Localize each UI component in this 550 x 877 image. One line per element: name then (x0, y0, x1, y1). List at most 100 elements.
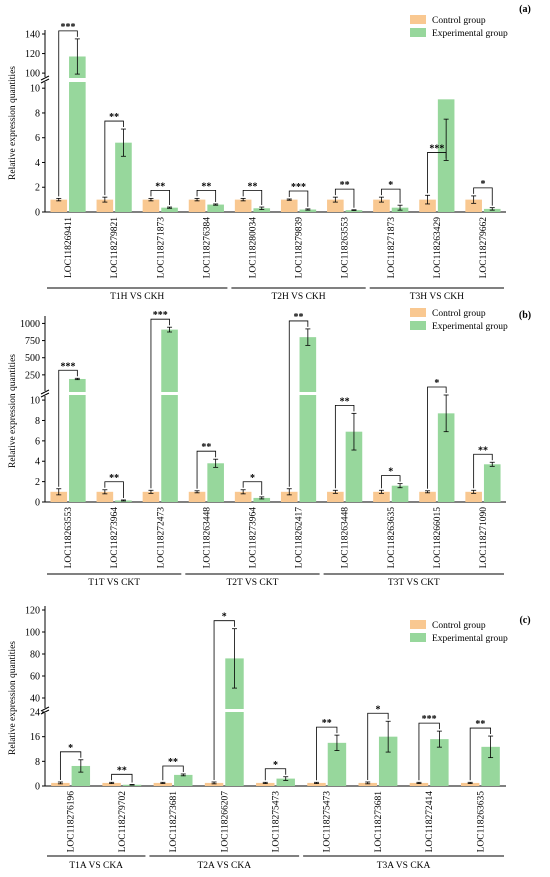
significance-bracket (58, 369, 78, 487)
significance-label: ** (294, 312, 304, 323)
x-tick-label: LOC118279702 (118, 791, 128, 853)
significance-bracket (427, 152, 447, 194)
y-tick-label: 8 (35, 416, 40, 427)
significance-bracket (418, 722, 440, 781)
significance-bracket (196, 189, 217, 202)
significance-label: ** (340, 396, 350, 407)
x-tick-label: LOC118271873 (387, 217, 397, 279)
bar-experimental (327, 742, 347, 786)
bar-experimental (299, 337, 317, 392)
significance-bracket (58, 30, 78, 197)
x-tick-label: LOC118275473 (272, 791, 282, 853)
significance-label: ** (109, 473, 119, 484)
x-tick-label: LOC118273964 (248, 507, 258, 569)
group-label: T2H VS CKH (271, 292, 325, 302)
significance-label: * (68, 743, 73, 754)
legend-label-control: Control group (432, 309, 486, 319)
y-tick-label: 4 (35, 158, 40, 169)
y-tick-label: 0 (35, 208, 40, 219)
group-label: T3H VS CKH (410, 292, 464, 302)
bar-control (280, 199, 298, 212)
x-tick-label: LOC118275473 (323, 791, 333, 853)
y-tick-label: 0 (35, 782, 40, 793)
significance-label: * (375, 704, 380, 715)
legend-swatch-control (410, 308, 426, 317)
x-tick-label: LOC118272473 (156, 507, 166, 569)
y-tick-label: 140 (25, 30, 40, 41)
bar-experimental (207, 204, 224, 212)
y-tick-label: 60 (30, 672, 40, 683)
legend-swatch-experimental (410, 28, 426, 37)
legend-swatch-experimental (410, 633, 426, 642)
bar-control (188, 491, 206, 502)
bar-control (96, 199, 114, 212)
axis-break-mark (40, 75, 50, 81)
bar-experimental (430, 739, 449, 786)
y-tick-label: 2 (35, 183, 40, 194)
significance-bracket (59, 751, 82, 780)
bar-experimental (299, 395, 317, 502)
x-tick-label: LOC118263553 (341, 217, 351, 279)
significance-bracket (288, 320, 309, 487)
y-tick-label: 40 (30, 694, 40, 705)
bar-control (465, 199, 482, 212)
bar-experimental (345, 431, 363, 502)
significance-bracket (334, 404, 355, 489)
bar-experimental (174, 774, 193, 786)
significance-label: ** (201, 442, 211, 453)
axis-break-gap (40, 391, 50, 396)
x-tick-label: LOC118279662 (479, 217, 489, 279)
bar-control (96, 491, 114, 502)
significance-bracket (367, 712, 389, 780)
significance-bracket (288, 190, 309, 207)
y-tick-label: 120 (25, 606, 40, 617)
bar-experimental (391, 485, 409, 502)
y-tick-label: 100 (25, 628, 40, 639)
bar-control (327, 199, 344, 212)
group-label: T3A VS CKA (377, 861, 431, 871)
x-tick-label: LOC118262417 (295, 507, 305, 569)
bar-experimental (69, 395, 86, 502)
axis-break-mark (40, 392, 50, 398)
bar-control (465, 491, 482, 502)
bar-experimental (161, 329, 178, 392)
x-tick-label: LOC118279839 (295, 217, 305, 279)
significance-label: *** (291, 182, 306, 193)
significance-bracket (469, 727, 492, 781)
y-tick-label: 2 (35, 477, 40, 488)
bar-control (307, 782, 326, 786)
y-tick-label: 8 (35, 757, 40, 768)
legend-label-experimental: Experimental group (432, 634, 508, 644)
bar-experimental (276, 778, 295, 786)
significance-bracket (213, 620, 235, 780)
significance-bracket (242, 481, 263, 495)
y-tick-label: 80 (30, 650, 40, 661)
significance-bracket (334, 188, 355, 208)
axis-break-mark (40, 706, 50, 712)
significance-label: ** (155, 181, 165, 192)
bar-control (280, 491, 298, 502)
significance-label: ** (109, 112, 119, 123)
y-tick-label: 120 (25, 49, 40, 60)
y-tick-label: 4 (35, 457, 40, 468)
bar-experimental (378, 736, 398, 786)
x-tick-label: LOC118272414 (425, 791, 435, 853)
bar-experimental (481, 746, 500, 786)
bar-control (142, 491, 160, 502)
significance-label: ** (478, 445, 488, 456)
significance-label: * (273, 760, 278, 771)
x-tick-label: LOC118269411 (64, 217, 74, 278)
x-tick-label: LOC118276196 (67, 791, 77, 853)
x-tick-label: LOC118266207 (220, 791, 230, 853)
significance-bracket (150, 318, 170, 489)
chart-panel-2: 0 2 4 6 8 10 250 500 750 1000 Relative expression … (8, 308, 531, 588)
bar-control (419, 199, 436, 212)
panel-label: (c) (519, 615, 530, 626)
legend-label-experimental: Experimental group (432, 322, 508, 332)
significance-label: * (434, 378, 439, 389)
bar-experimental (71, 765, 91, 786)
legend-swatch-control (410, 15, 426, 24)
y-axis-label: Relative expression quantities (8, 641, 18, 755)
significance-bracket (150, 189, 170, 206)
